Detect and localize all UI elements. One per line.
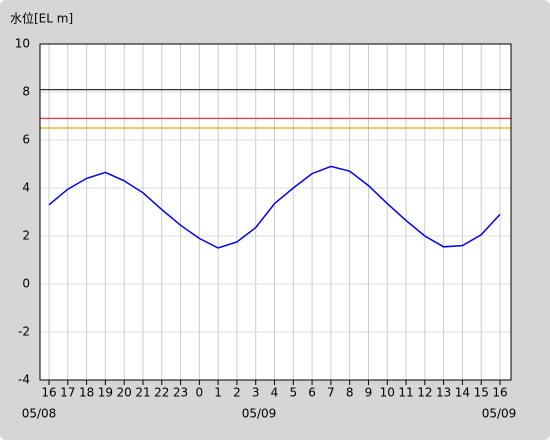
plot-area <box>40 44 511 380</box>
x-tick-label: 18 <box>79 386 94 400</box>
x-tick-label: 2 <box>233 386 241 400</box>
x-tick-label: 1 <box>214 386 222 400</box>
x-tick-label: 7 <box>327 386 335 400</box>
y-tick-label: 8 <box>22 85 30 99</box>
x-tick-label: 4 <box>271 386 279 400</box>
date-label: 05/09 <box>482 407 517 421</box>
x-tick-label: 16 <box>41 386 56 400</box>
x-tick-label: 21 <box>135 386 150 400</box>
series-line <box>48 165 501 249</box>
x-tick-label: 6 <box>308 386 316 400</box>
x-tick-label: 13 <box>436 386 451 400</box>
x-tick-label: 14 <box>455 386 470 400</box>
x-tick-label: 20 <box>117 386 132 400</box>
x-tick-label: 12 <box>417 386 432 400</box>
x-tick-label: 19 <box>98 386 113 400</box>
x-tick-label: 5 <box>289 386 297 400</box>
x-tick-label: 22 <box>154 386 169 400</box>
x-tick-label: 0 <box>196 386 204 400</box>
plot-border <box>39 43 512 381</box>
x-tick-label: 9 <box>365 386 373 400</box>
x-tick-label: 15 <box>474 386 489 400</box>
y-tick-label: 0 <box>22 277 30 291</box>
y-tick-label: 4 <box>22 181 30 195</box>
x-tick-label: 16 <box>492 386 507 400</box>
y-tick-label: -2 <box>18 325 30 339</box>
y-tick-label: 6 <box>22 133 30 147</box>
x-tick-label: 3 <box>252 386 260 400</box>
y-tick-label: 2 <box>22 229 30 243</box>
x-tick-label: 23 <box>173 386 188 400</box>
x-tick-label: 17 <box>60 386 75 400</box>
x-tick-label: 8 <box>346 386 354 400</box>
y-axis-label: 水位[EL m] <box>10 11 73 26</box>
y-tick-label: -4 <box>18 373 30 387</box>
date-label: 05/08 <box>22 407 57 421</box>
x-tick-label: 10 <box>380 386 395 400</box>
x-tick-label: 11 <box>398 386 413 400</box>
y-tick-label: 10 <box>15 37 30 51</box>
date-label: 05/09 <box>242 407 277 421</box>
